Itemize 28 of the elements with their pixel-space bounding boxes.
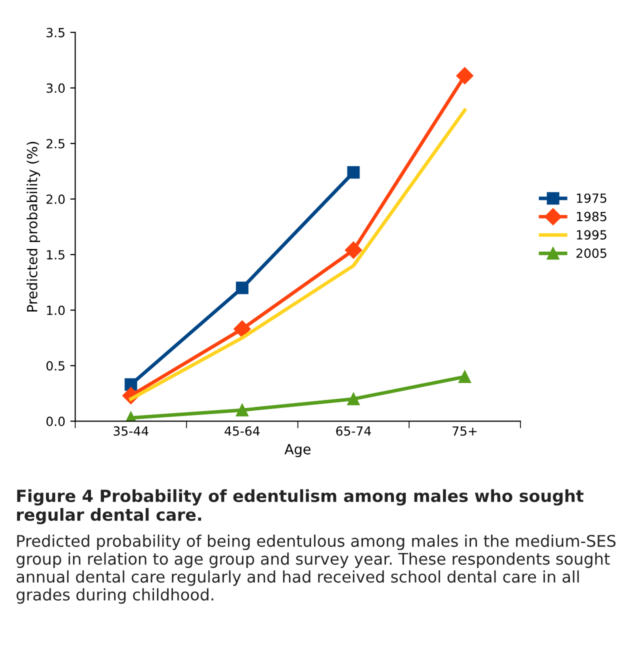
y-tick-label: 1.0 bbox=[47, 306, 65, 316]
point bbox=[347, 166, 360, 179]
x-axis-title: Age bbox=[284, 444, 311, 458]
text: Predicted probability of being edentulous among males in the medium-SES group in relation to age group and survey year. These respondents sought annual dental care regularly and had received school dental care in all grades during childhood. bbox=[16, 534, 616, 604]
legend-label: 1975 bbox=[576, 193, 606, 203]
legend-label: 1985 bbox=[576, 212, 606, 222]
legend-label: 1995 bbox=[576, 230, 606, 240]
caption: Figure 4 Probability of edentulism among males who sought regular dental care. bbox=[17, 489, 584, 524]
x-tick-label: 65-74 bbox=[336, 426, 371, 436]
point bbox=[236, 404, 248, 416]
x-tick-label: 35-44 bbox=[114, 426, 148, 436]
y-tick-label: 1.5 bbox=[47, 250, 64, 260]
point bbox=[236, 282, 248, 294]
y-tick-label: 2.0 bbox=[46, 194, 65, 204]
point bbox=[347, 392, 360, 406]
y-tick-label: 3.0 bbox=[46, 83, 65, 93]
y-axis-title: Predicted probability (%) bbox=[26, 142, 40, 312]
legend-label: 2005 bbox=[576, 248, 606, 258]
x-tick-label: 75+ bbox=[452, 426, 477, 436]
y-tick-label: 2.5 bbox=[46, 138, 64, 148]
y-tick-label: 3.5 bbox=[46, 28, 64, 38]
point bbox=[234, 320, 251, 338]
y-tick-label: 0.0 bbox=[46, 416, 65, 426]
x-tick-label: 45-64 bbox=[224, 426, 260, 436]
y-tick-label: 0.5 bbox=[46, 361, 64, 371]
point bbox=[456, 67, 474, 84]
point bbox=[344, 242, 362, 259]
point bbox=[458, 370, 472, 384]
